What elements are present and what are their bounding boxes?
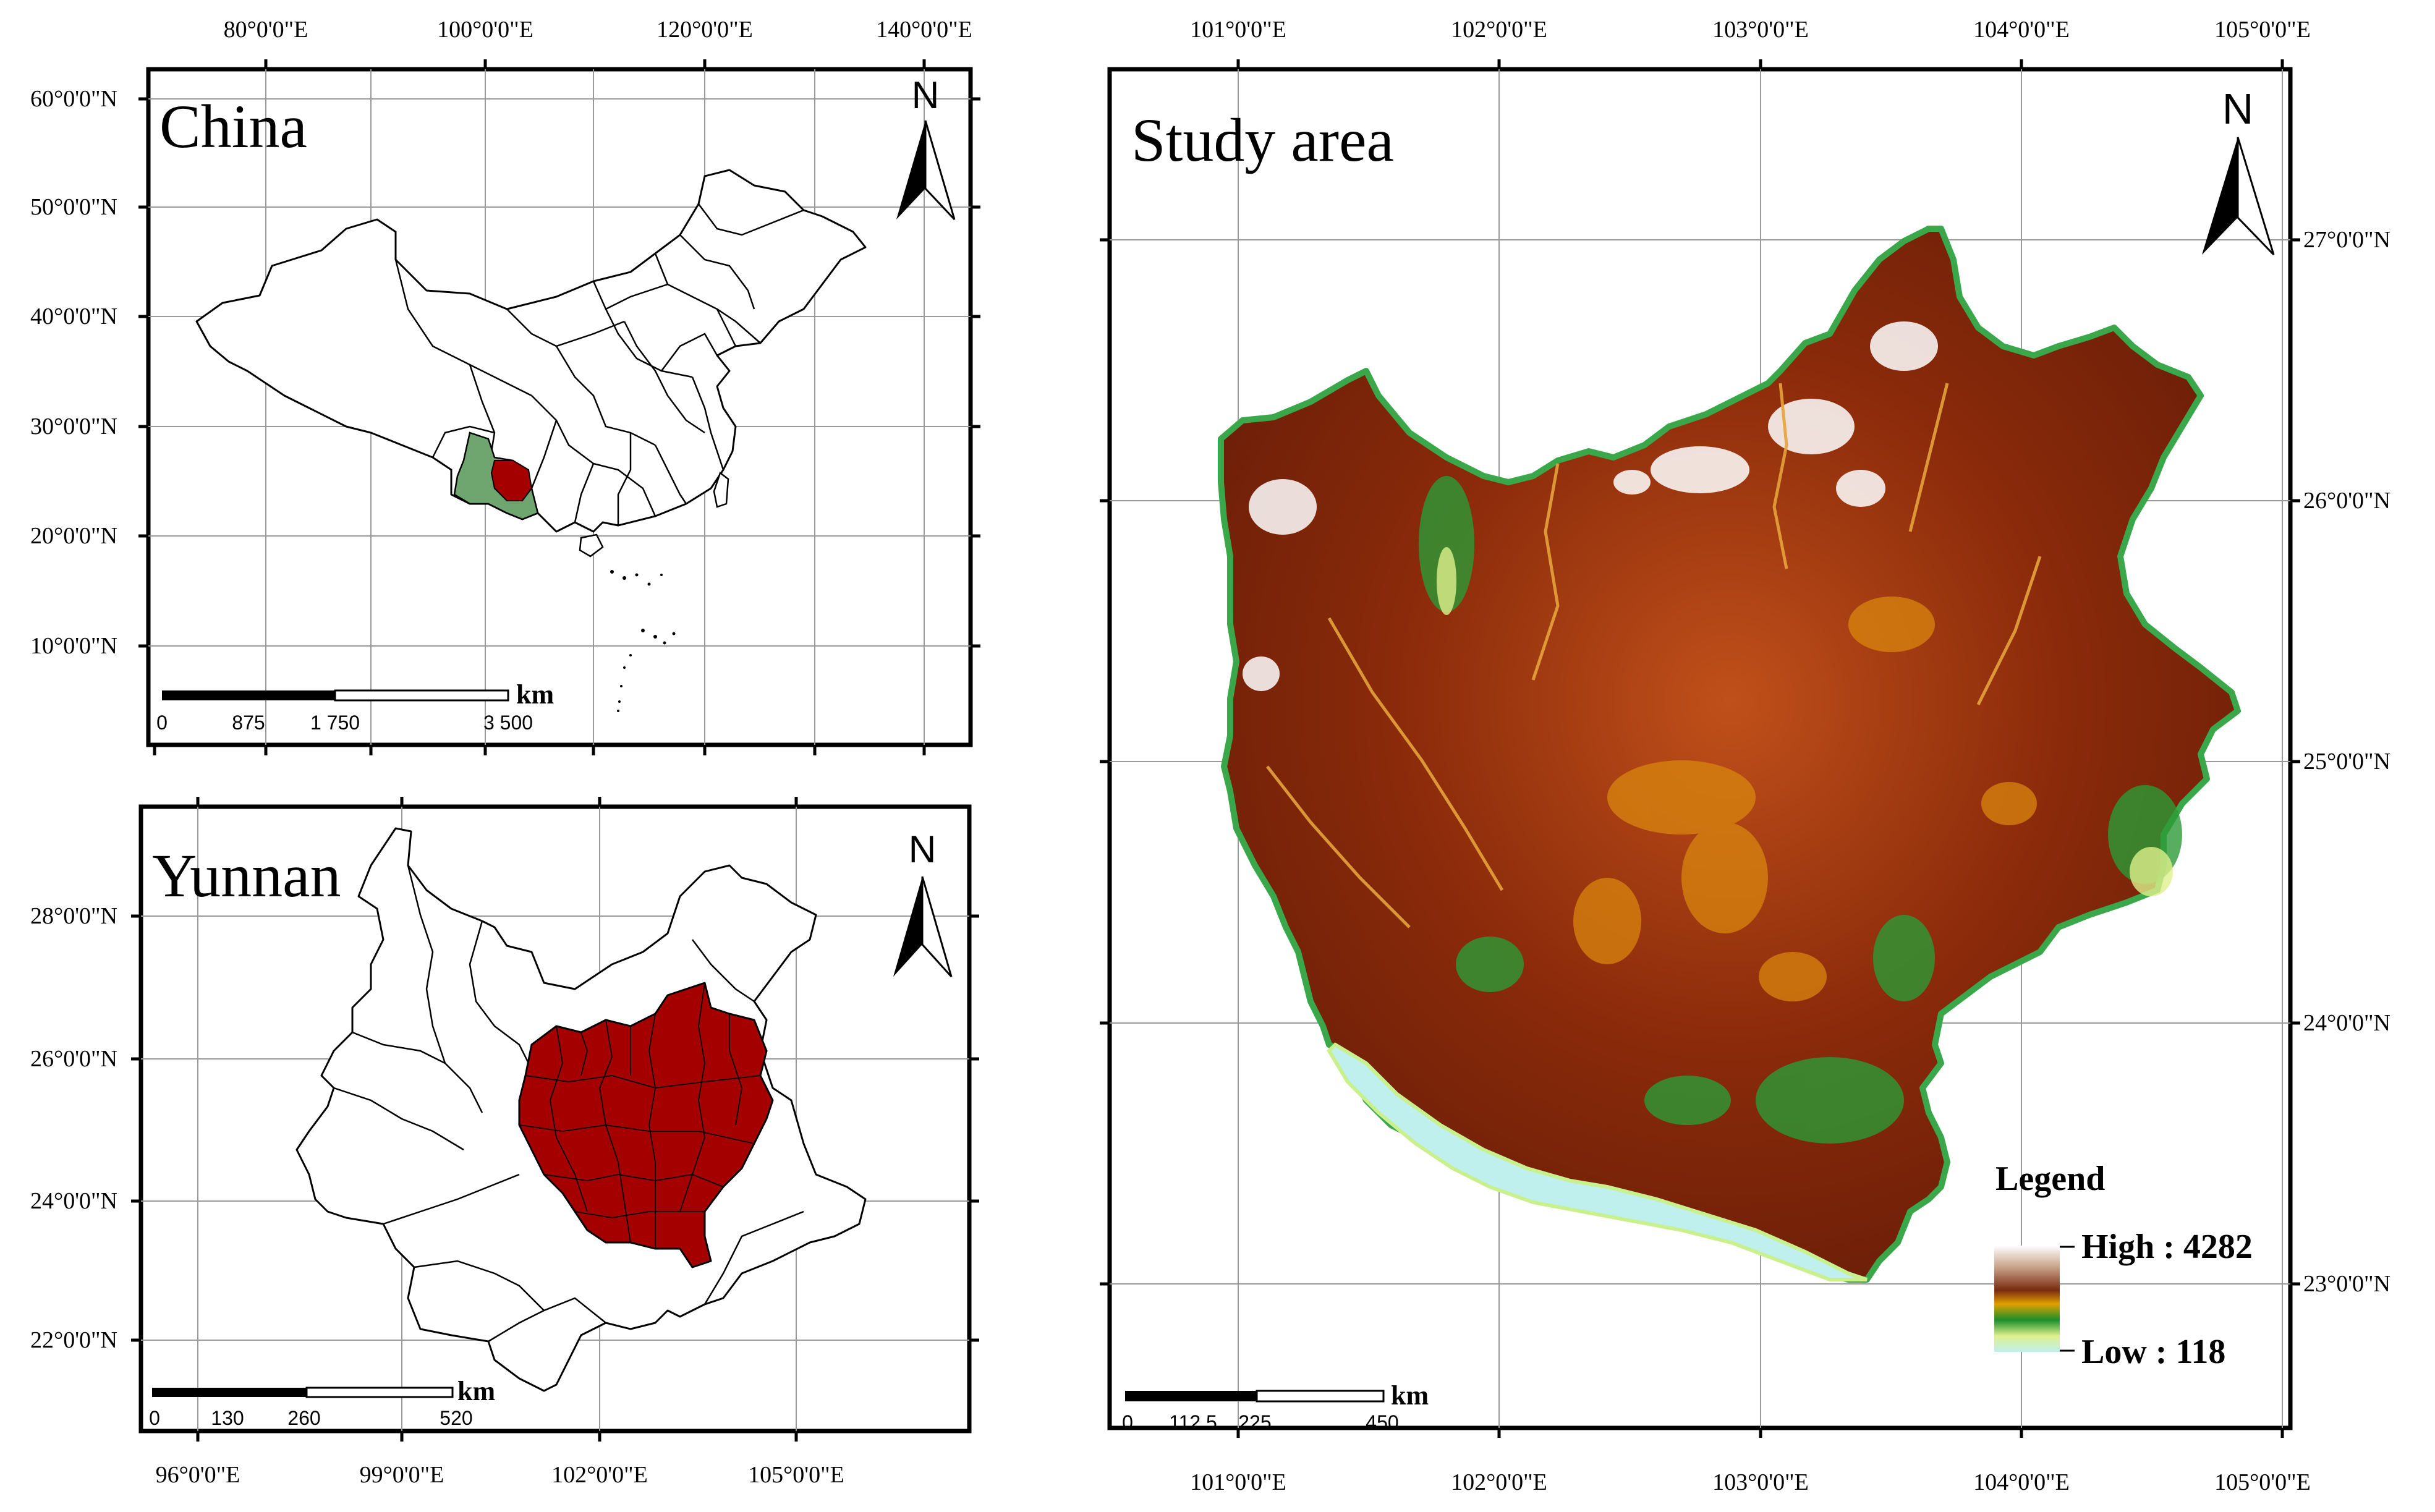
- china-scale-bar: km 0 875 1 750 3 500: [156, 679, 554, 734]
- legend-title: Legend: [1995, 1160, 2105, 1198]
- yunnan-title: Yunnan: [152, 841, 341, 910]
- study-top-tick-label: 101°0'0"E: [1190, 17, 1286, 43]
- china-top-tick-label: 80°0'0"E: [224, 17, 308, 43]
- study-top-tick-label: 105°0'0"E: [2214, 17, 2311, 43]
- china-left-tick-label: 20°0'0"N: [30, 523, 117, 549]
- legend-high-label: High : 4282: [2081, 1228, 2253, 1266]
- yunnan-left-tick-label: 26°0'0"N: [30, 1046, 117, 1072]
- study-dem-river-valley: [1327, 1042, 1868, 1281]
- study-bottom-tick-label: 102°0'0"E: [1451, 1469, 1547, 1495]
- china-south-sea-islands: [610, 570, 676, 712]
- study-scale-label: 225: [1238, 1411, 1271, 1433]
- legend-color-ramp: [1994, 1246, 2060, 1352]
- study-scale-bar: km 0 112.5 225 450: [1122, 1380, 1429, 1433]
- study-title: Study area: [1131, 106, 1394, 174]
- study-bottom-tick-label: 105°0'0"E: [2214, 1469, 2311, 1495]
- study-dem-valleys: [1437, 547, 2173, 896]
- yunnan-bottom-tick-label: 105°0'0"E: [748, 1462, 844, 1488]
- china-scale-unit: km: [516, 679, 554, 710]
- yunnan-scale-label: 260: [287, 1407, 320, 1429]
- study-top-tick-label: 104°0'0"E: [1973, 17, 2070, 43]
- china-title: China: [159, 92, 307, 161]
- china-top-tick-label: 140°0'0"E: [876, 17, 972, 43]
- study-right-tick-label: 24°0'0"N: [2303, 1010, 2390, 1036]
- study-bottom-tick-label: 103°0'0"E: [1712, 1469, 1809, 1495]
- china-scale-label: 0: [156, 711, 168, 734]
- china-study-area-region: [490, 460, 533, 501]
- china-top-tick-label: 120°0'0"E: [657, 17, 753, 43]
- study-north-label: N: [2222, 85, 2254, 133]
- study-dem-lowlands: [1419, 476, 2182, 1144]
- china-left-tick-label: 30°0'0"N: [30, 414, 117, 440]
- china-panel: 80°0'0"E 100°0'0"E 120°0'0"E 140°0'0"E 6…: [30, 17, 980, 755]
- study-right-tick-label: 27°0'0"N: [2303, 227, 2390, 253]
- yunnan-north-label: N: [909, 828, 937, 871]
- study-scale-label: 112.5: [1169, 1411, 1217, 1433]
- china-scale-label: 1 750: [310, 711, 360, 734]
- yunnan-left-tick-label: 22°0'0"N: [30, 1327, 117, 1353]
- china-left-tick-label: 60°0'0"N: [30, 86, 117, 112]
- yunnan-left-tick-label: 24°0'0"N: [30, 1188, 117, 1214]
- yunnan-scale-label: 0: [149, 1407, 160, 1429]
- yunnan-ticks: [131, 797, 979, 1442]
- study-scale-unit: km: [1391, 1380, 1429, 1411]
- study-north-arrow: N: [2202, 85, 2275, 256]
- study-right-tick-label: 26°0'0"N: [2303, 488, 2390, 514]
- study-dem-drainage: [1266, 383, 2042, 928]
- china-left-tick-label: 10°0'0"N: [30, 633, 117, 659]
- china-left-tick-label: 50°0'0"N: [30, 194, 117, 220]
- study-top-tick-label: 102°0'0"E: [1451, 17, 1547, 43]
- china-scale-label: 3 500: [483, 711, 533, 734]
- study-top-tick-label: 103°0'0"E: [1712, 17, 1809, 43]
- yunnan-prefecture-lines: [333, 865, 804, 1343]
- study-right-tick-label: 25°0'0"N: [2303, 749, 2390, 775]
- china-province-lines: [394, 203, 804, 525]
- china-north-label: N: [912, 74, 940, 117]
- yunnan-left-tick-label: 28°0'0"N: [30, 903, 117, 929]
- china-scale-label: 875: [232, 711, 265, 734]
- yunnan-bottom-tick-label: 102°0'0"E: [551, 1462, 648, 1488]
- study-right-tick-label: 23°0'0"N: [2303, 1271, 2390, 1297]
- study-dem-raster: [1218, 226, 2241, 1283]
- study-legend: Legend High : 4282 Low : 118: [1994, 1160, 2253, 1371]
- study-dem-highlands: [1573, 597, 2037, 1001]
- yunnan-north-arrow: N: [893, 828, 953, 978]
- yunnan-scale-bar: km 0 130 260 520: [149, 1376, 495, 1429]
- china-taiwan: [713, 471, 729, 508]
- yunnan-scale-unit: km: [457, 1376, 495, 1406]
- study-dem-peaks: [1243, 321, 1938, 691]
- china-hainan: [579, 533, 604, 558]
- yunnan-scale-label: 520: [440, 1407, 472, 1429]
- study-scale-label: 450: [1366, 1411, 1398, 1433]
- yunnan-county-lines: [519, 982, 761, 1249]
- yunnan-panel: 28°0'0"N 26°0'0"N 24°0'0"N 22°0'0"N 96°0…: [30, 797, 979, 1488]
- yunnan-bottom-tick-label: 96°0'0"E: [156, 1462, 240, 1488]
- yunnan-bottom-tick-label: 99°0'0"E: [360, 1462, 444, 1488]
- study-bottom-tick-label: 101°0'0"E: [1190, 1469, 1286, 1495]
- legend-low-label: Low : 118: [2081, 1333, 2225, 1371]
- study-bottom-tick-label: 104°0'0"E: [1973, 1469, 2070, 1495]
- china-north-arrow: N: [896, 74, 956, 221]
- study-ticks: [1100, 59, 2300, 1438]
- china-outline: [195, 169, 867, 533]
- china-ticks: [138, 59, 980, 755]
- china-left-tick-label: 40°0'0"N: [30, 304, 117, 329]
- study-panel: 101°0'0"E 102°0'0"E 103°0'0"E 104°0'0"E …: [1100, 17, 2390, 1495]
- study-scale-label: 0: [1122, 1411, 1133, 1433]
- yunnan-scale-label: 130: [211, 1407, 244, 1429]
- china-top-tick-label: 100°0'0"E: [437, 17, 533, 43]
